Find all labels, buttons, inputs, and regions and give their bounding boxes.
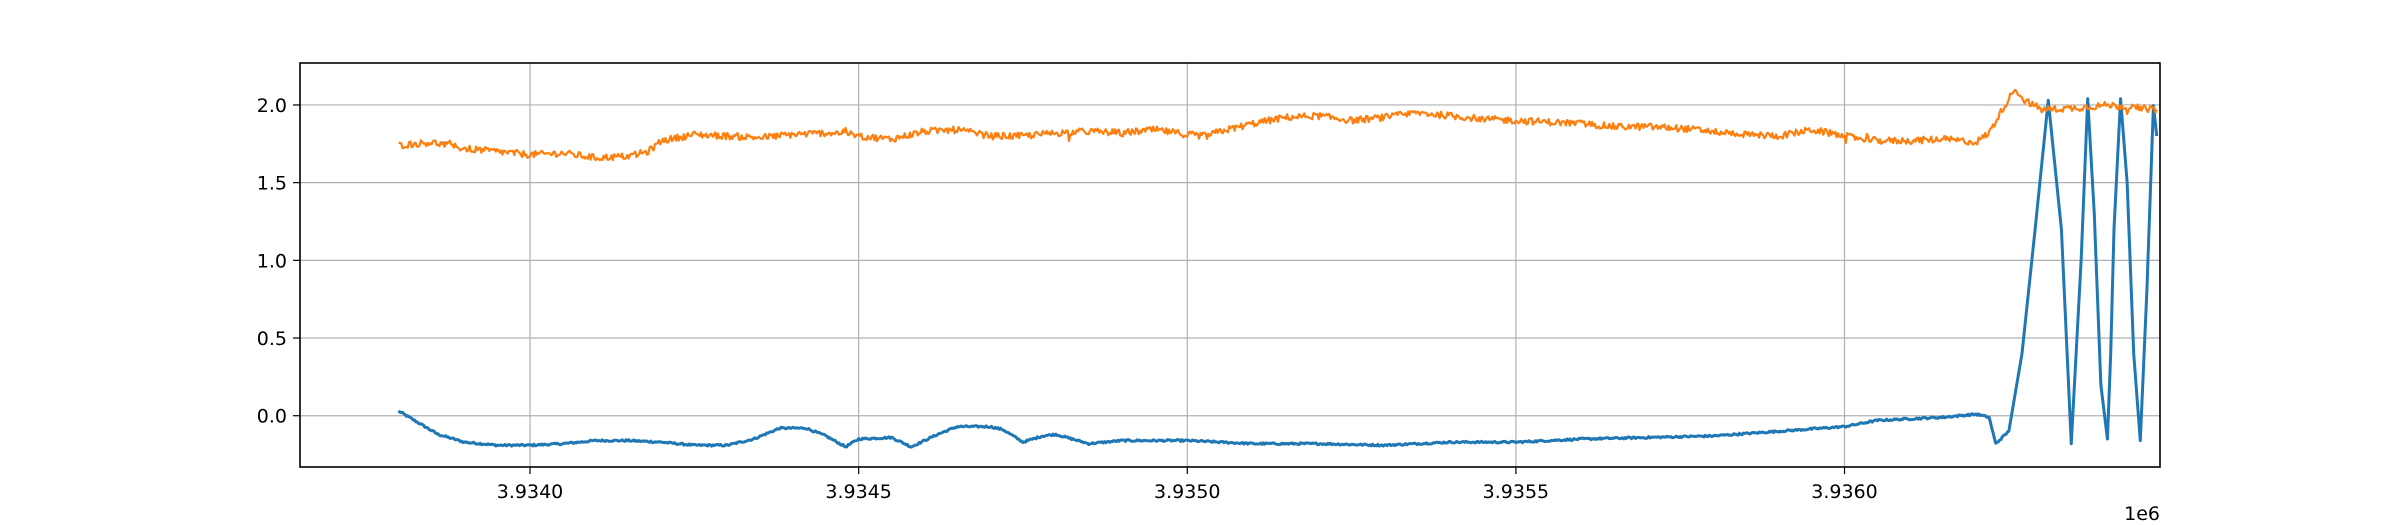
x-gridlines bbox=[529, 63, 1846, 467]
x-tick-label: 3.9345 bbox=[825, 481, 891, 503]
series-line-1 bbox=[397, 97, 2159, 449]
series-layer bbox=[397, 88, 2159, 449]
series-line-2 bbox=[398, 88, 2158, 162]
y-tick-label: 0.5 bbox=[257, 328, 287, 350]
x-tick-label: 3.9350 bbox=[1154, 481, 1220, 503]
x-tick-label: 3.9340 bbox=[497, 481, 563, 503]
x-offset-text: 1e6 bbox=[2124, 503, 2160, 525]
x-tick-label: 3.9360 bbox=[1811, 481, 1877, 503]
x-tick-label: 3.9355 bbox=[1483, 481, 1549, 503]
axes-frame bbox=[299, 62, 2161, 468]
y-axis: 0.0 0.5 1.0 1.5 2.0 bbox=[257, 95, 300, 428]
y-tick-label: 2.0 bbox=[257, 95, 287, 117]
y-tick-label: 1.0 bbox=[257, 250, 287, 272]
y-tick-label: 1.5 bbox=[257, 173, 287, 195]
y-tick-label: 0.0 bbox=[257, 406, 287, 428]
y-gridlines bbox=[300, 104, 2160, 417]
x-axis: 3.9340 3.9345 3.9350 3.9355 3.9360 bbox=[497, 467, 1878, 503]
